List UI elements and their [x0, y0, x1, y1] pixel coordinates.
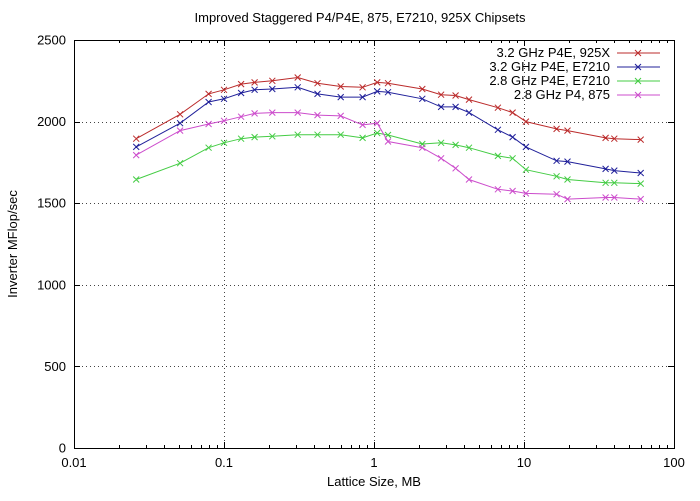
- series-layer: [132, 74, 645, 203]
- chart-title: Improved Staggered P4/P4E, 875, E7210, 9…: [195, 10, 526, 25]
- legend-label: 2.8 GHz P4E, E7210: [489, 73, 610, 88]
- legend-entry: 3.2 GHz P4E, 925X: [497, 45, 660, 60]
- legend-sample-marker: [634, 49, 642, 57]
- x-tick-label: 0.01: [61, 455, 86, 470]
- legend-label: 2.8 GHz P4, 875: [514, 87, 610, 102]
- legend-sample-marker: [634, 91, 642, 99]
- y-tick-label: 2000: [37, 114, 66, 129]
- axes-layer: [74, 40, 675, 449]
- legend-entry: 2.8 GHz P4E, E7210: [489, 73, 660, 88]
- series-markers: [132, 109, 645, 203]
- y-tick-label: 2500: [37, 33, 66, 48]
- series-1: [132, 74, 645, 143]
- legend-entry: 2.8 GHz P4, 875: [514, 87, 660, 102]
- series-2: [132, 83, 645, 177]
- x-tick-label: 10: [517, 455, 531, 470]
- y-tick-label: 1500: [37, 196, 66, 211]
- x-tick-label: 100: [663, 455, 685, 470]
- x-axis-title: Lattice Size, MB: [327, 474, 421, 489]
- series-3: [132, 129, 645, 187]
- legend-entry: 3.2 GHz P4E, E7210: [489, 59, 660, 74]
- x-tick-label: 0.1: [215, 455, 233, 470]
- y-axis-title: Inverter MFlop/sec: [5, 190, 20, 298]
- series-markers: [132, 83, 645, 177]
- legend-sample-marker: [634, 63, 642, 71]
- y-tick-label: 500: [44, 359, 66, 374]
- series-4: [132, 109, 645, 203]
- y-tick-label: 1000: [37, 277, 66, 292]
- legend-label: 3.2 GHz P4E, E7210: [489, 59, 610, 74]
- series-markers: [132, 74, 645, 143]
- series-markers: [132, 129, 645, 187]
- grid-layer: [74, 40, 674, 448]
- legend-sample-marker: [634, 77, 642, 85]
- x-tick-label: 1: [370, 455, 377, 470]
- y-tick-label: 0: [59, 441, 66, 456]
- series-line: [135, 112, 641, 200]
- legend-label: 3.2 GHz P4E, 925X: [497, 45, 611, 60]
